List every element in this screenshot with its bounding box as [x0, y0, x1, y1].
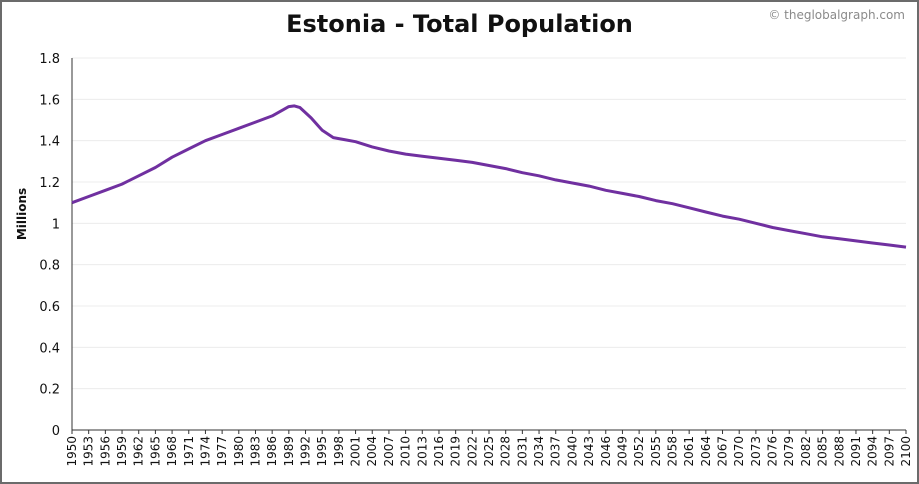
x-tick-label: 2058 [665, 436, 679, 467]
series-line [71, 104, 907, 249]
x-tick-label: 1992 [299, 436, 313, 467]
axes [71, 58, 907, 434]
x-tick-label: 2097 [882, 436, 896, 467]
x-tick-label: 2094 [866, 436, 880, 467]
x-tick-label: 2022 [465, 436, 479, 467]
y-tick-label: 0.2 [39, 383, 60, 398]
x-tick-label: 1974 [198, 436, 212, 467]
y-tick-label: 0.4 [39, 341, 60, 356]
x-tick-label: 1953 [82, 436, 96, 467]
x-tick-label: 1977 [215, 436, 229, 467]
x-tick-label: 2076 [766, 436, 780, 467]
y-tick-label: 1.6 [39, 93, 60, 108]
y-tick-label: 0.8 [39, 259, 60, 274]
x-tick-label: 2085 [816, 436, 830, 467]
x-tick-label: 1965 [148, 436, 162, 467]
x-tick-label: 1980 [232, 436, 246, 467]
x-tick-label: 2079 [782, 436, 796, 467]
x-tick-label: 2073 [749, 436, 763, 467]
x-tick-label: 2049 [615, 436, 629, 467]
x-tick-label: 2067 [716, 436, 730, 467]
x-tick-label: 2019 [449, 436, 463, 467]
y-tick-label: 0.6 [39, 300, 60, 315]
x-tick-label: 2034 [532, 436, 546, 467]
x-tick-label: 2061 [682, 436, 696, 467]
x-tick-label: 2046 [599, 436, 613, 467]
chart-title: Estonia - Total Population [286, 10, 633, 38]
x-tick-label: 1962 [132, 436, 146, 467]
x-tick-label: 2100 [899, 436, 913, 467]
x-tick-label: 1998 [332, 436, 346, 467]
x-tick-label: 2043 [582, 436, 596, 467]
x-tick-label: 1950 [65, 436, 79, 467]
x-tick-label: 2025 [482, 436, 496, 467]
watermark-text: © theglobalgraph.com [768, 8, 905, 22]
x-tick-label: 2001 [349, 436, 363, 467]
x-tick-label: 2070 [732, 436, 746, 467]
x-tick-labels: 1950 1953 1956 1959 1962 1965 1968 1971 1974 1977… [65, 436, 913, 467]
x-tick-label: 1956 [98, 436, 112, 467]
x-tick-label: 2052 [632, 436, 646, 467]
x-tick-label: 1986 [265, 436, 279, 467]
x-tick-label: 2088 [832, 436, 846, 467]
y-tick-label: 1.2 [39, 176, 60, 191]
x-tick-label: 1989 [282, 436, 296, 467]
x-tick-label: 2082 [799, 436, 813, 467]
x-tick-label: 2010 [399, 436, 413, 467]
x-tick-label: 2031 [515, 436, 529, 467]
grid-lines [72, 57, 906, 390]
y-tick-label: 1.8 [39, 52, 60, 67]
x-tick-label: 2028 [499, 436, 513, 467]
x-tick-label: 1983 [248, 436, 262, 467]
x-tick-label: 2004 [365, 436, 379, 467]
x-tick-label: 2064 [699, 436, 713, 467]
x-tick-label: 1968 [165, 436, 179, 467]
x-tick-label: 1995 [315, 436, 329, 467]
x-tick-label: 2091 [849, 436, 863, 467]
x-tick-label: 1971 [182, 436, 196, 467]
x-tick-label: 1959 [115, 436, 129, 467]
x-tick-label: 2013 [415, 436, 429, 467]
series-layer [71, 104, 907, 249]
y-tick-label: 1 [52, 217, 60, 232]
x-tick-label: 2055 [649, 436, 663, 467]
x-tick-label: 2040 [565, 436, 579, 467]
y-tick-labels: 0 0.2 0.4 0.6 0.8 1 1.2 1.4 1.6 1.8 [39, 52, 60, 439]
x-tick-label: 2016 [432, 436, 446, 467]
x-tick-label: 2007 [382, 436, 396, 467]
x-tick-label: 2037 [549, 436, 563, 467]
y-tick-label: 0 [52, 424, 60, 439]
y-tick-label: 1.4 [39, 135, 60, 150]
